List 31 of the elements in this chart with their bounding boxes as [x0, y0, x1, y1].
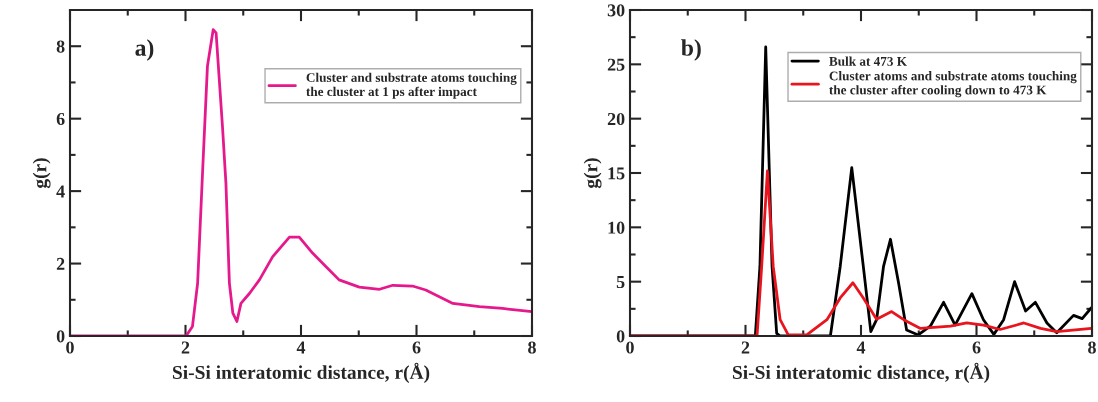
legend-label: Cluster atoms and substrate atoms touching the cluster after cooling down to 473 K: [829, 71, 1077, 98]
legend-label: Bulk at 473 K: [829, 56, 907, 66]
x-tick-label: 8: [528, 341, 536, 354]
legend-label: Cluster and substrate atoms touching the cluster at 1 ps after impact: [306, 72, 517, 99]
x-axis-title: Si-Si interatomic distance, r(Å): [172, 362, 430, 383]
y-tick-label: 8: [56, 40, 65, 53]
y-tick-label: 20: [607, 112, 625, 126]
y-tick-label: 0: [56, 330, 65, 343]
x-tick-label: 0: [66, 341, 74, 354]
x-axis-title: Si-Si interatomic distance, r(Å): [732, 362, 990, 383]
y-axis-title: g(r): [583, 158, 602, 189]
y-tick-label: 4: [56, 185, 65, 198]
y-tick-label: 25: [607, 58, 625, 71]
x-tick-label: 2: [181, 341, 190, 354]
x-tick-label: 0: [626, 341, 634, 354]
x-tick-label: 6: [972, 341, 981, 354]
y-tick-label: 0: [616, 330, 625, 343]
annotation: b): [681, 39, 701, 61]
y-tick-label: 5: [616, 276, 625, 289]
y-tick-label: 10: [608, 221, 625, 234]
y-tick-label: 2: [56, 257, 65, 270]
y-axis-title: g(r): [32, 158, 51, 189]
y-tick-label: 6: [56, 112, 65, 126]
x-tick-label: 4: [856, 341, 866, 354]
x-tick-label: 6: [412, 341, 421, 354]
x-tick-label: 8: [1088, 341, 1096, 354]
annotation: a): [135, 39, 154, 61]
y-tick-label: 30: [607, 4, 625, 17]
y-tick-label: 15: [608, 167, 625, 180]
x-tick-label: 4: [296, 341, 306, 354]
x-tick-label: 2: [741, 341, 750, 354]
